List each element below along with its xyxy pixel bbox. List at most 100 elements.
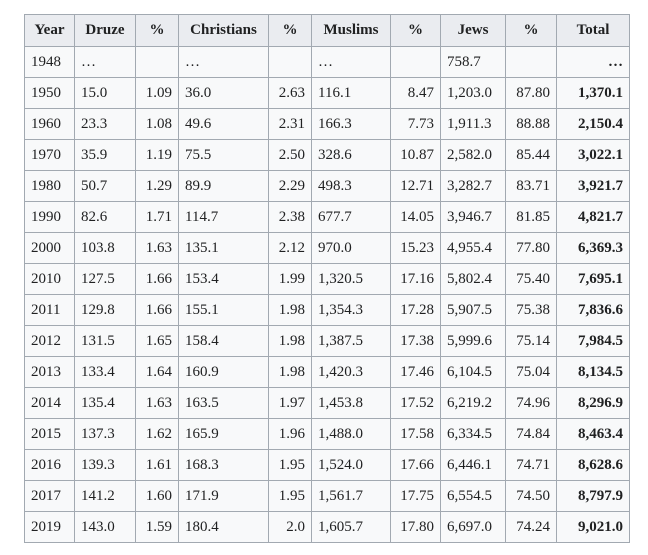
table-cell: … xyxy=(178,46,269,78)
header-row: Year Druze% Christians% Muslims% Jews% Total xyxy=(24,14,630,47)
table-cell: 116.1 xyxy=(311,77,391,109)
table-cell: 1,605.7 xyxy=(311,511,391,543)
table-cell: 166.3 xyxy=(311,108,391,140)
table-cell: 158.4 xyxy=(178,325,269,357)
table-cell: 1,320.5 xyxy=(311,263,391,295)
table-cell: 8,134.5 xyxy=(556,356,630,388)
table-cell: 114.7 xyxy=(178,201,269,233)
table-cell: 12.71 xyxy=(390,170,441,202)
table-cell: 9,021.0 xyxy=(556,511,630,543)
table-cell: 970.0 xyxy=(311,232,391,264)
table-cell: 1.95 xyxy=(268,480,312,512)
table-cell: 17.38 xyxy=(390,325,441,357)
table-cell: 153.4 xyxy=(178,263,269,295)
table-cell: 4,955.4 xyxy=(440,232,506,264)
table-cell: 85.44 xyxy=(505,139,557,171)
table-row: 2000 103.8 1.63 135.1 2.12 970.0 15.23 4,955.4 7… xyxy=(24,232,630,264)
table-cell: 160.9 xyxy=(178,356,269,388)
table-cell: 6,446.1 xyxy=(440,449,506,481)
table-cell: 1.64 xyxy=(135,356,179,388)
table-cell: 8.47 xyxy=(390,77,441,109)
column-header: % xyxy=(505,14,557,47)
table-cell: 1.66 xyxy=(135,294,179,326)
table-row: 2011 129.8 1.66 155.1 1.98 1,354.3 17.28 5,907.… xyxy=(24,294,630,326)
table-cell: 75.5 xyxy=(178,139,269,171)
table-cell: 36.0 xyxy=(178,77,269,109)
table-cell: 35.9 xyxy=(74,139,136,171)
table-cell xyxy=(135,46,179,78)
table-cell: 2.0 xyxy=(268,511,312,543)
table-cell: 1960 xyxy=(24,108,75,140)
table-cell: 1990 xyxy=(24,201,75,233)
table-body: 1948……… 758.7… 1950 15.0 1.09 36.0 2.63 116.1 8.… xyxy=(24,46,630,543)
table-cell: 2.12 xyxy=(268,232,312,264)
table-cell: 5,907.5 xyxy=(440,294,506,326)
table-cell: 75.14 xyxy=(505,325,557,357)
table-row: 1980 50.7 1.29 89.9 2.29 498.3 12.71 3,282.7 83.… xyxy=(24,170,630,202)
table-cell: 82.6 xyxy=(74,201,136,233)
table-cell: 74.84 xyxy=(505,418,557,450)
table-cell: 135.1 xyxy=(178,232,269,264)
table-cell: 127.5 xyxy=(74,263,136,295)
table-cell: 131.5 xyxy=(74,325,136,357)
table-cell: 7,984.5 xyxy=(556,325,630,357)
table-cell: 135.4 xyxy=(74,387,136,419)
table-cell: 2.38 xyxy=(268,201,312,233)
table-cell: 6,334.5 xyxy=(440,418,506,450)
table-cell: 1.19 xyxy=(135,139,179,171)
table-cell: 1.99 xyxy=(268,263,312,295)
table-cell: 1.62 xyxy=(135,418,179,450)
table-cell: … xyxy=(556,46,630,78)
table-cell: 6,554.5 xyxy=(440,480,506,512)
table-cell: 1.96 xyxy=(268,418,312,450)
table-cell: 17.16 xyxy=(390,263,441,295)
table-cell: 8,628.6 xyxy=(556,449,630,481)
table-row: 1960 23.3 1.08 49.6 2.31 166.3 7.73 1,911.3 88.8… xyxy=(24,108,630,140)
table-row: 1948……… 758.7… xyxy=(24,46,630,78)
table-cell: 2,150.4 xyxy=(556,108,630,140)
column-header: Jews xyxy=(440,14,506,47)
table-cell: 163.5 xyxy=(178,387,269,419)
table-cell: 2010 xyxy=(24,263,75,295)
table-cell: 168.3 xyxy=(178,449,269,481)
table-cell: 1,911.3 xyxy=(440,108,506,140)
table-cell: 1.95 xyxy=(268,449,312,481)
table-cell: 74.71 xyxy=(505,449,557,481)
table-cell: 17.28 xyxy=(390,294,441,326)
table-cell: 165.9 xyxy=(178,418,269,450)
table-cell: 6,697.0 xyxy=(440,511,506,543)
table-cell: … xyxy=(311,46,391,78)
table-container: Year Druze% Christians% Muslims% Jews% Total … xyxy=(24,14,630,543)
table-cell: 7,836.6 xyxy=(556,294,630,326)
table-cell: 17.46 xyxy=(390,356,441,388)
table-cell: 1,524.0 xyxy=(311,449,391,481)
table-cell: 103.8 xyxy=(74,232,136,264)
table-cell: 1.97 xyxy=(268,387,312,419)
table-cell: 3,946.7 xyxy=(440,201,506,233)
table-row: 2010 127.5 1.66 153.4 1.99 1,320.5 17.16 5,802.… xyxy=(24,263,630,295)
table-cell: 8,296.9 xyxy=(556,387,630,419)
table-cell: 50.7 xyxy=(74,170,136,202)
column-header: Year xyxy=(24,14,75,47)
table-cell: 677.7 xyxy=(311,201,391,233)
table-cell: 23.3 xyxy=(74,108,136,140)
table-cell: 7.73 xyxy=(390,108,441,140)
table-cell: 2014 xyxy=(24,387,75,419)
table-cell: 1.09 xyxy=(135,77,179,109)
table-cell: 141.2 xyxy=(74,480,136,512)
column-header: Muslims xyxy=(311,14,391,47)
table-cell: 2.50 xyxy=(268,139,312,171)
table-cell: 17.52 xyxy=(390,387,441,419)
table-cell: 2,582.0 xyxy=(440,139,506,171)
table-cell: 1,488.0 xyxy=(311,418,391,450)
table-cell: 2015 xyxy=(24,418,75,450)
table-cell: 2011 xyxy=(24,294,75,326)
table-cell: 1,387.5 xyxy=(311,325,391,357)
table-cell: 74.24 xyxy=(505,511,557,543)
table-cell: 1948 xyxy=(24,46,75,78)
table-cell: 1.29 xyxy=(135,170,179,202)
table-cell: 143.0 xyxy=(74,511,136,543)
table-cell: 4,821.7 xyxy=(556,201,630,233)
table-cell: 1.71 xyxy=(135,201,179,233)
table-cell: 10.87 xyxy=(390,139,441,171)
